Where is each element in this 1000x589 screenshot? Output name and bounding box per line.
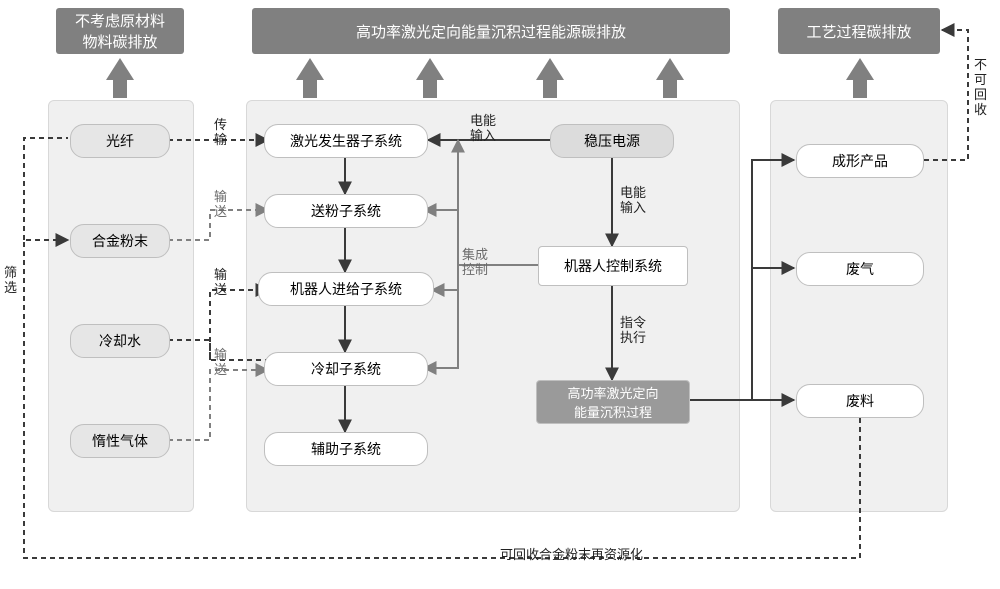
header-right: 工艺过程碳排放 — [778, 8, 940, 54]
arrow-stem — [853, 80, 867, 98]
node-sys-cool: 冷却子系统 — [264, 352, 428, 386]
node-label: 送粉子系统 — [311, 201, 381, 221]
arrow-up-icon — [416, 58, 444, 80]
node-input-gas: 惰性气体 — [70, 424, 170, 458]
lbl-send3: 输 送 — [214, 348, 227, 378]
header-mid: 高功率激光定向能量沉积过程能源碳排放 — [252, 8, 730, 54]
node-label: 机器人进给子系统 — [290, 279, 402, 299]
arrow-up-icon — [296, 58, 324, 80]
lbl-send2: 输 送 — [214, 268, 227, 298]
node-label: 高功率激光定向 能量沉积过程 — [567, 383, 658, 421]
header-left: 不考虑原材料 物料碳排放 — [56, 8, 184, 54]
node-process: 高功率激光定向 能量沉积过程 — [536, 380, 690, 424]
arrow-up-icon — [106, 58, 134, 80]
lbl-integrate: 集成 控制 — [462, 248, 488, 278]
node-out-product: 成形产品 — [796, 144, 924, 178]
header-mid-text: 高功率激光定向能量沉积过程能源碳排放 — [356, 21, 626, 42]
lbl-ein2: 电能 输入 — [620, 186, 646, 216]
node-label: 冷却子系统 — [311, 359, 381, 379]
header-left-text: 不考虑原材料 物料碳排放 — [75, 10, 165, 52]
arrow-stem — [423, 80, 437, 98]
arrow-stem — [303, 80, 317, 98]
header-right-text: 工艺过程碳排放 — [806, 21, 911, 42]
lbl-transmit: 传 输 — [214, 118, 227, 148]
node-out-scrap: 废料 — [796, 384, 924, 418]
node-sys-robot: 机器人进给子系统 — [258, 272, 434, 306]
node-out-gas: 废气 — [796, 252, 924, 286]
arrow-up-icon — [846, 58, 874, 80]
node-label: 激光发生器子系统 — [290, 131, 402, 151]
node-label: 合金粉末 — [92, 231, 148, 251]
node-input-fiber: 光纤 — [70, 124, 170, 158]
node-sys-laser: 激光发生器子系统 — [264, 124, 428, 158]
arrow-stem — [543, 80, 557, 98]
node-robot-control: 机器人控制系统 — [538, 246, 688, 286]
node-label: 冷却水 — [99, 331, 141, 351]
node-input-water: 冷却水 — [70, 324, 170, 358]
lbl-ein1: 电能 输入 — [470, 114, 496, 144]
lbl-send1: 输 送 — [214, 190, 227, 220]
node-input-powder: 合金粉末 — [70, 224, 170, 258]
lbl-norecycle: 不 可 回 收 — [974, 58, 987, 118]
arrow-up-icon — [656, 58, 684, 80]
node-label: 稳压电源 — [584, 131, 640, 151]
node-label: 辅助子系统 — [311, 439, 381, 459]
node-power: 稳压电源 — [550, 124, 674, 158]
node-label: 惰性气体 — [92, 431, 148, 451]
lbl-recycle: 可回收合金粉末再资源化 — [500, 548, 643, 563]
arrow-up-icon — [536, 58, 564, 80]
arrow-stem — [663, 80, 677, 98]
node-label: 成形产品 — [832, 151, 888, 171]
node-label: 机器人控制系统 — [564, 256, 662, 276]
arrow-stem — [113, 80, 127, 98]
lbl-screen: 筛 选 — [4, 266, 17, 296]
node-sys-aux: 辅助子系统 — [264, 432, 428, 466]
lbl-cmd: 指令 执行 — [620, 316, 646, 346]
node-label: 废气 — [846, 259, 874, 279]
node-label: 废料 — [846, 391, 874, 411]
node-label: 光纤 — [106, 131, 134, 151]
node-sys-feed: 送粉子系统 — [264, 194, 428, 228]
